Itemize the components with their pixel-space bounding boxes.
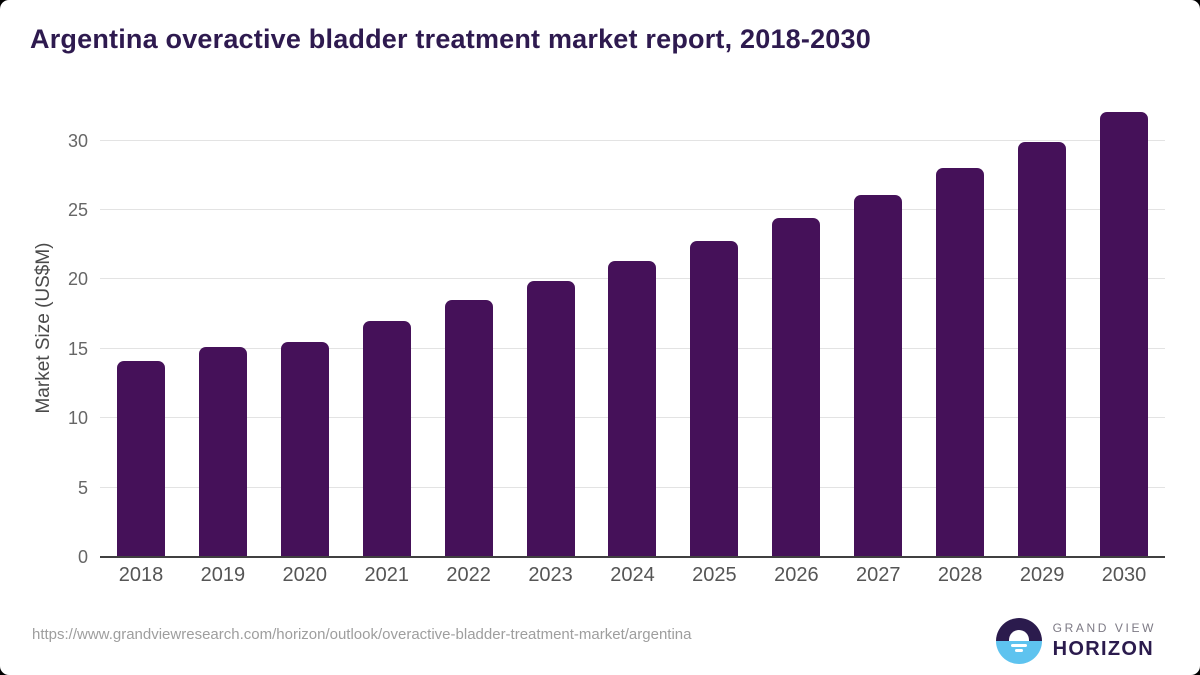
grand-view-horizon-logo: GRAND VIEW HORIZON — [995, 618, 1156, 664]
y-tick-label-20: 20 — [67, 269, 88, 290]
bar-slot-2030 — [1083, 99, 1165, 557]
bar-slot-2029 — [1001, 99, 1083, 557]
bar-slot-2027 — [837, 99, 919, 557]
bar-2026 — [772, 218, 821, 557]
gridline-30 — [100, 139, 1165, 141]
bar-slot-2024 — [592, 99, 674, 557]
x-axis-tick-labels: 2018 2019 2020 2021 2022 2023 2024 2025 2026 2027… — [100, 564, 1165, 587]
y-axis-tick-labels: 0 5 10 15 20 25 30 — [0, 99, 88, 567]
x-tick-label-2019: 2019 — [200, 564, 246, 586]
bar-2029 — [1018, 142, 1067, 557]
x-tick-label-2027: 2027 — [856, 564, 901, 586]
bar-2025 — [690, 240, 739, 557]
bar-2027 — [854, 194, 903, 557]
plot-area — [100, 99, 1165, 558]
bar-2021 — [362, 321, 411, 557]
x-axis-line — [100, 556, 1165, 558]
logo-text-grand-view: GRAND VIEW — [1052, 621, 1156, 635]
logo-reflection-bar-2 — [1014, 649, 1023, 652]
sunrise-logo-icon — [995, 618, 1042, 664]
bar-2020 — [280, 341, 329, 557]
y-tick-label-10: 10 — [67, 408, 88, 429]
bar-slot-2023 — [510, 99, 592, 557]
bar-slot-2019 — [182, 99, 264, 557]
logo-reflection-bar-1 — [1010, 644, 1027, 647]
bar-slot-2028 — [919, 99, 1001, 557]
x-tick-label-2028: 2028 — [937, 564, 983, 586]
x-tick-label-2024: 2024 — [610, 564, 655, 586]
y-tick-label-25: 25 — [67, 200, 88, 221]
x-tick-label-2025: 2025 — [692, 564, 737, 586]
x-tick-label-2030: 2030 — [1101, 564, 1147, 586]
bar-2024 — [608, 261, 657, 557]
bar-2022 — [444, 300, 493, 557]
y-tick-label-0: 0 — [77, 547, 88, 567]
bar-2018 — [116, 361, 165, 557]
bar-slot-2025 — [673, 99, 755, 557]
logo-text-horizon: HORIZON — [1052, 638, 1154, 660]
bar-slot-2022 — [428, 99, 510, 557]
bar-2028 — [936, 168, 985, 557]
bar-2030 — [1100, 111, 1149, 557]
y-tick-label-30: 30 — [67, 130, 88, 151]
logo-sun-dome — [1008, 630, 1029, 641]
bar-slot-2018 — [100, 99, 182, 557]
x-tick-label-2023: 2023 — [528, 564, 573, 586]
bars-row — [100, 99, 1165, 557]
x-tick-label-2026: 2026 — [774, 564, 819, 586]
bar-2023 — [526, 280, 575, 557]
x-tick-label-2020: 2020 — [282, 564, 328, 586]
bar-slot-2020 — [264, 99, 346, 557]
bar-slot-2026 — [755, 99, 837, 557]
gridline-25 — [100, 209, 1165, 211]
x-tick-label-2022: 2022 — [446, 564, 491, 586]
x-tick-label-2029: 2029 — [1019, 564, 1065, 586]
bar-slot-2021 — [346, 99, 428, 557]
chart-title: Argentina overactive bladder treatment m… — [30, 24, 871, 54]
bar-2019 — [198, 347, 247, 557]
x-tick-label-2021: 2021 — [364, 564, 409, 586]
y-tick-label-15: 15 — [67, 338, 88, 359]
x-tick-label-2018: 2018 — [118, 564, 164, 586]
source-url: https://www.grandviewresearch.com/horizo… — [32, 626, 692, 643]
y-tick-label-5: 5 — [77, 477, 88, 498]
logo-text: GRAND VIEW HORIZON — [1053, 621, 1156, 661]
